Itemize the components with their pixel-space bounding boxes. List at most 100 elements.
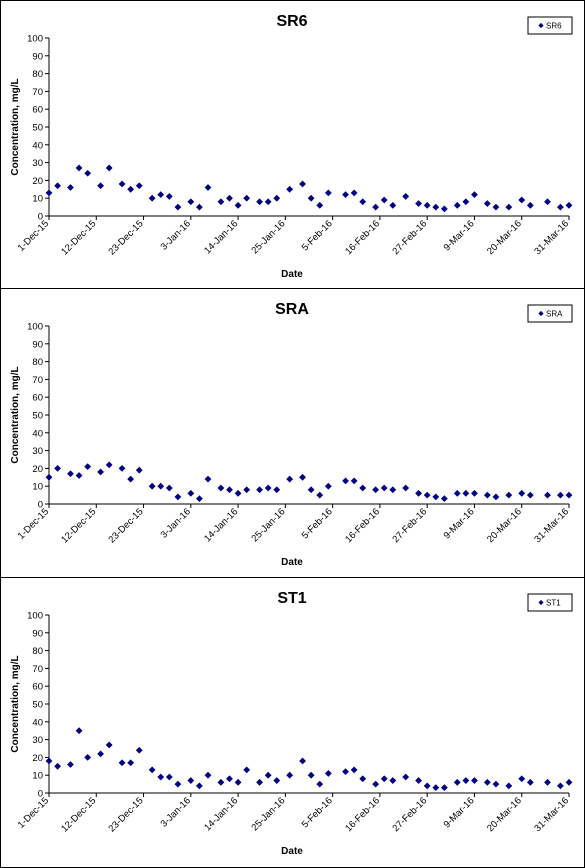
data-point [492,493,500,501]
x-tick-label: 12-Dec-15 [59,506,98,545]
data-point [565,778,573,786]
data-point [273,486,281,494]
data-point [97,750,104,758]
data-point [316,780,324,788]
data-point [432,203,440,211]
data-point [350,766,358,774]
data-point [483,778,491,786]
data-point [402,193,410,200]
data-point [157,482,165,490]
y-tick-label: 0 [38,212,43,223]
data-point [415,777,422,784]
data-point [264,198,272,206]
data-point [256,198,263,206]
data-point [105,741,113,749]
data-point [453,201,461,209]
data-point [518,775,526,783]
data-point [204,475,212,483]
legend-marker [538,310,544,317]
data-point [97,182,104,190]
x-tick-label: 27-Feb-16 [391,506,430,545]
y-tick-label: 90 [32,339,43,350]
data-point [324,770,332,777]
legend-label: SRA [546,310,563,319]
y-axis-title: Concentration, mg/L [10,78,21,175]
data-point [342,191,349,199]
data-point [324,189,332,197]
data-point [423,491,431,499]
data-point [67,761,74,768]
y-tick-label: 70 [32,87,43,98]
chart-panel-st1: ST1 0 10 20 30 40 50 60 70 80 90 100 1-Dec-15 12-Dec-… [0,577,585,868]
data-point [118,465,126,472]
data-point [372,780,380,788]
data-point [557,782,564,790]
y-tick-label: 10 [32,482,43,493]
y-tick-label: 30 [32,158,43,169]
y-tick-label: 40 [32,140,43,151]
y-tick-label: 90 [32,51,43,62]
x-tick-label: 27-Feb-16 [391,795,430,834]
data-point [307,771,315,779]
data-point [505,491,513,499]
data-point [127,185,135,193]
data-point [75,164,83,172]
data-point [440,784,448,792]
data-point [389,486,397,494]
data-point [105,164,113,172]
data-point [462,198,470,206]
data-point [505,203,513,211]
data-point [350,477,358,485]
legend-box [527,593,573,612]
data-point [462,777,470,784]
data-point [243,194,251,202]
data-point [226,775,233,783]
data-point [299,757,306,765]
series-st1 [45,727,573,792]
series-sr6 [45,164,573,213]
data-point [402,484,410,492]
x-tick-label: 20-Mar-16 [485,795,524,834]
data-point [148,766,156,774]
legend-box [527,16,573,35]
data-point [307,194,315,202]
data-point [174,493,182,501]
data-point [84,169,92,177]
data-point [187,489,195,497]
data-point [544,491,551,499]
x-tick-label: 14-Jan-16 [202,506,240,544]
data-point [226,194,233,202]
x-tick-label: 16-Feb-16 [343,218,382,257]
data-point [75,727,83,735]
y-tick-label: 60 [32,682,43,693]
data-point [453,778,461,786]
data-point [423,201,431,209]
chart-svg-sra: SRA 0 10 20 30 40 50 60 70 80 90 100 1-Dec-15 12-Dec-… [10,301,573,568]
y-tick-label: 50 [32,123,43,134]
y-tick-label: 30 [32,446,43,457]
x-tick-label: 3-Jan-16 [159,506,193,540]
data-point [471,489,478,497]
data-point [462,489,470,497]
data-point [402,773,410,781]
x-axis-title: Date [281,846,303,857]
data-point [127,759,135,767]
data-point [127,475,135,483]
data-point [492,203,500,211]
data-point [380,484,388,492]
data-point [372,486,380,494]
data-point [359,484,367,492]
data-point [187,777,195,784]
data-point [226,486,233,494]
data-point [165,484,173,492]
data-point [415,489,422,497]
data-point [565,491,573,499]
data-point [243,766,251,774]
data-point [118,759,126,767]
y-tick-label: 10 [32,194,43,205]
y-tick-label: 80 [32,69,43,80]
data-point [526,778,534,786]
x-tick-label: 5-Feb-16 [300,795,335,830]
data-point [471,777,478,784]
data-point [256,486,263,494]
